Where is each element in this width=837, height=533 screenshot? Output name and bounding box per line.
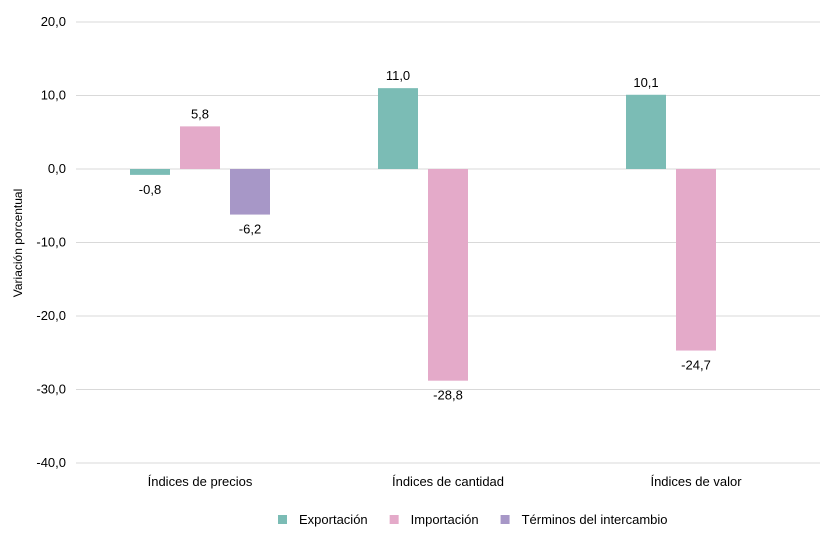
y-tick-label: 20,0 bbox=[41, 14, 66, 29]
bar-exportación bbox=[130, 169, 170, 175]
data-label: 5,8 bbox=[191, 106, 209, 121]
bar-importación bbox=[676, 169, 716, 351]
bar-exportación bbox=[378, 88, 418, 169]
y-tick-label: -20,0 bbox=[36, 308, 66, 323]
x-axis-categories: Índices de precios Índices de cantidad Índ… bbox=[148, 474, 743, 489]
legend-entry: Términos del intercambio bbox=[522, 512, 668, 527]
data-labels: -0,8 5,8 -6,2 11,0 -28,8 10,1 -24,7 bbox=[139, 68, 711, 403]
y-tick-label: 10,0 bbox=[41, 88, 66, 103]
data-label: -28,8 bbox=[433, 388, 463, 403]
legend-swatch bbox=[389, 515, 399, 524]
bar-importación bbox=[428, 169, 468, 381]
category-label: Índices de precios bbox=[148, 474, 253, 489]
bar-términos-del-intercambio bbox=[230, 169, 270, 215]
legend: Exportación Importación Términos del inter… bbox=[278, 512, 668, 527]
data-label: -0,8 bbox=[139, 182, 161, 197]
category-label: Índices de cantidad bbox=[392, 474, 504, 489]
bars bbox=[130, 88, 716, 381]
legend-entry: Importación bbox=[411, 512, 479, 527]
legend-swatch bbox=[278, 515, 287, 524]
y-tick-label: -40,0 bbox=[36, 455, 66, 470]
data-label: -24,7 bbox=[681, 358, 711, 373]
category-label: Índices de valor bbox=[650, 474, 742, 489]
legend-swatch bbox=[500, 515, 510, 524]
y-tick-label: -10,0 bbox=[36, 235, 66, 250]
bar-exportación bbox=[626, 94, 666, 169]
y-axis-title: Variación porcentual bbox=[11, 189, 25, 298]
bar-importación bbox=[180, 126, 220, 169]
data-label: 11,0 bbox=[386, 68, 410, 83]
y-axis-ticks: 20,0 10,0 0,0 -10,0 -20,0 -30,0 -40,0 bbox=[36, 14, 66, 470]
y-tick-label: 0,0 bbox=[48, 161, 66, 176]
y-tick-label: -30,0 bbox=[36, 382, 66, 397]
legend-entry: Exportación bbox=[299, 512, 368, 527]
data-label: 10,1 bbox=[633, 75, 658, 90]
data-label: -6,2 bbox=[239, 222, 261, 237]
